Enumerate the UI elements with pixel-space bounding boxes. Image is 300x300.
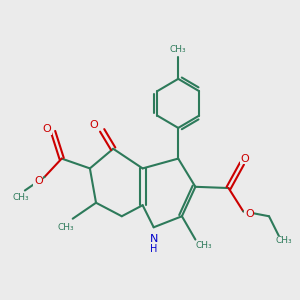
- Text: CH₃: CH₃: [196, 241, 212, 250]
- Text: N: N: [149, 234, 158, 244]
- Text: CH₃: CH₃: [57, 223, 74, 232]
- Text: O: O: [43, 124, 51, 134]
- Text: CH₃: CH₃: [170, 45, 187, 54]
- Text: CH₃: CH₃: [275, 236, 292, 245]
- Text: O: O: [240, 154, 249, 164]
- Text: O: O: [89, 121, 98, 130]
- Text: O: O: [245, 209, 254, 219]
- Text: H: H: [150, 244, 158, 254]
- Text: CH₃: CH₃: [13, 193, 29, 202]
- Text: O: O: [34, 176, 43, 186]
